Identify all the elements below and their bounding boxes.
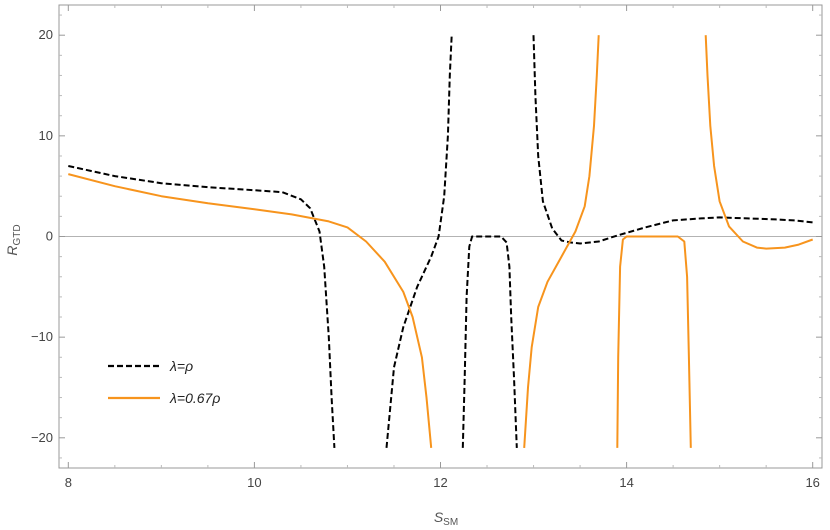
legend: λ=ρ λ=0.67ρ — [108, 358, 220, 406]
series-1-segment-3 — [704, 35, 814, 250]
legend-item-1: λ=0.67ρ — [108, 390, 220, 406]
y-axis-label: RGTD — [4, 224, 23, 255]
legend-label-1: λ=0.67ρ — [169, 390, 220, 406]
y-tick-label: 20 — [39, 27, 53, 42]
plot-lines — [68, 35, 814, 448]
x-tick-label: 10 — [247, 475, 261, 490]
x-tick-label: 8 — [65, 475, 72, 490]
series-0-segment-1 — [385, 35, 453, 448]
series-1-segment-0 — [68, 173, 433, 448]
y-tick-label: −20 — [31, 430, 53, 445]
x-axis-label: SSM — [434, 509, 458, 528]
series-0-segment-2 — [461, 235, 518, 448]
series-1-segment-1 — [523, 35, 600, 448]
x-tick-label: 14 — [619, 475, 633, 490]
x-tick-label: 12 — [433, 475, 447, 490]
y-tick-label: 0 — [46, 229, 53, 244]
legend-item-0: λ=ρ — [108, 358, 193, 374]
y-tick-label: −10 — [31, 329, 53, 344]
x-tick-label: 16 — [805, 475, 819, 490]
series-1-segment-2 — [616, 235, 692, 448]
series-0-segment-3 — [532, 35, 813, 245]
legend-label-0: λ=ρ — [169, 358, 193, 374]
axes: 8 10 12 14 16 −20 −10 0 10 20 — [31, 4, 823, 490]
series-0-segment-0 — [68, 165, 336, 448]
y-tick-label: 10 — [39, 128, 53, 143]
